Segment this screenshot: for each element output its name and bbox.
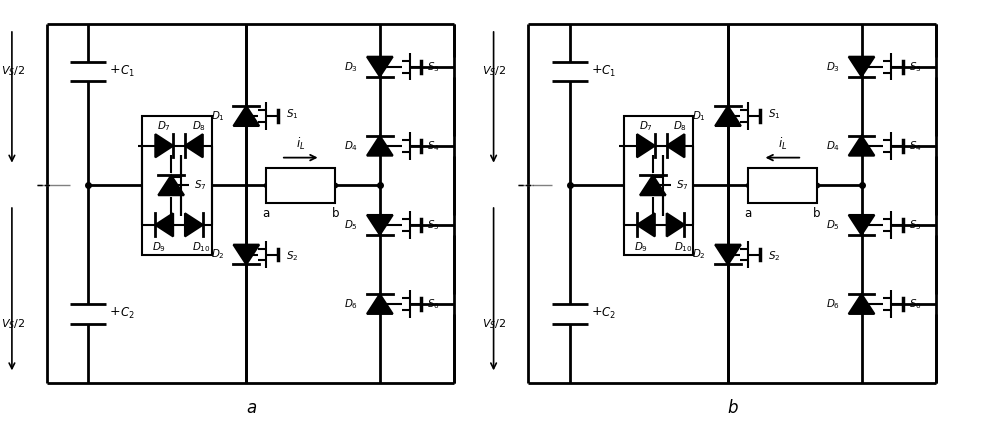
Text: $D_4$: $D_4$ [344, 139, 358, 153]
Text: $D_7$: $D_7$ [639, 119, 653, 133]
Text: $S_7$: $S_7$ [676, 178, 688, 192]
Text: $D_5$: $D_5$ [826, 218, 840, 232]
Text: $C_2$: $C_2$ [601, 306, 616, 321]
Polygon shape [640, 175, 666, 195]
Text: a: a [246, 399, 256, 417]
Text: $S_6$: $S_6$ [427, 297, 440, 311]
Text: $S_7$: $S_7$ [194, 178, 206, 192]
Polygon shape [849, 294, 874, 314]
Text: $V_S/2$: $V_S/2$ [482, 317, 506, 331]
Text: +: + [592, 305, 602, 318]
Bar [624, 116, 693, 254]
Text: $V_S/2$: $V_S/2$ [482, 65, 506, 79]
Text: $C_1$: $C_1$ [120, 64, 134, 79]
Polygon shape [367, 294, 393, 314]
Text: +: + [110, 63, 120, 76]
Text: $S_6$: $S_6$ [909, 297, 922, 311]
Polygon shape [185, 213, 203, 236]
Text: $C_1$: $C_1$ [601, 64, 616, 79]
Text: a: a [744, 206, 751, 220]
Text: +: + [592, 63, 602, 76]
Bar [266, 167, 335, 203]
Polygon shape [715, 245, 741, 264]
Text: $S_1$: $S_1$ [286, 107, 298, 121]
Polygon shape [233, 245, 259, 264]
Text: $C_2$: $C_2$ [120, 306, 134, 321]
Bar [142, 116, 212, 254]
Polygon shape [155, 134, 173, 157]
Polygon shape [155, 213, 173, 236]
Polygon shape [367, 136, 393, 156]
Polygon shape [158, 175, 184, 195]
Polygon shape [667, 134, 684, 157]
Text: $D_6$: $D_6$ [344, 297, 358, 311]
Polygon shape [637, 134, 655, 157]
Polygon shape [849, 57, 874, 76]
Text: $V_S/2$: $V_S/2$ [1, 317, 25, 331]
Text: $D_9$: $D_9$ [152, 240, 166, 254]
Text: $D_1$: $D_1$ [692, 109, 706, 123]
Text: $D_8$: $D_8$ [673, 119, 688, 133]
Text: $D_7$: $D_7$ [157, 119, 171, 133]
Text: $V_S/2$: $V_S/2$ [1, 65, 25, 79]
Text: $D_5$: $D_5$ [344, 218, 358, 232]
Text: b: b [728, 399, 738, 417]
Text: $D_2$: $D_2$ [692, 248, 706, 261]
Polygon shape [367, 215, 393, 235]
Polygon shape [367, 57, 393, 76]
Text: $S_4$: $S_4$ [909, 139, 922, 153]
Polygon shape [849, 136, 874, 156]
Text: $S_3$: $S_3$ [909, 60, 922, 73]
Text: $D_{10}$: $D_{10}$ [674, 240, 693, 254]
Text: b: b [813, 206, 821, 220]
Text: $S_4$: $S_4$ [427, 139, 440, 153]
Text: $D_3$: $D_3$ [344, 60, 358, 73]
Text: $S_1$: $S_1$ [768, 107, 780, 121]
Text: $i_L$: $i_L$ [296, 136, 305, 152]
Text: +: + [110, 305, 120, 318]
Text: $D_2$: $D_2$ [211, 248, 225, 261]
Text: $D_1$: $D_1$ [211, 109, 225, 123]
Text: $D_9$: $D_9$ [634, 240, 648, 254]
Text: $S_2$: $S_2$ [286, 250, 298, 263]
Text: $S_3$: $S_3$ [427, 60, 440, 73]
Text: $i_L$: $i_L$ [778, 136, 787, 152]
Text: $S_2$: $S_2$ [768, 250, 780, 263]
Text: $D_6$: $D_6$ [826, 297, 840, 311]
Text: b: b [332, 206, 339, 220]
Text: $D_{10}$: $D_{10}$ [192, 240, 211, 254]
Polygon shape [667, 213, 684, 236]
Text: $D_4$: $D_4$ [826, 139, 840, 153]
Text: $S_5$: $S_5$ [909, 218, 922, 232]
Text: $D_3$: $D_3$ [826, 60, 840, 73]
Text: $D_8$: $D_8$ [192, 119, 206, 133]
Bar [748, 167, 817, 203]
Text: a: a [262, 206, 270, 220]
Polygon shape [849, 215, 874, 235]
Polygon shape [715, 106, 741, 126]
Text: $S_5$: $S_5$ [427, 218, 440, 232]
Polygon shape [233, 106, 259, 126]
Polygon shape [637, 213, 655, 236]
Polygon shape [185, 134, 203, 157]
